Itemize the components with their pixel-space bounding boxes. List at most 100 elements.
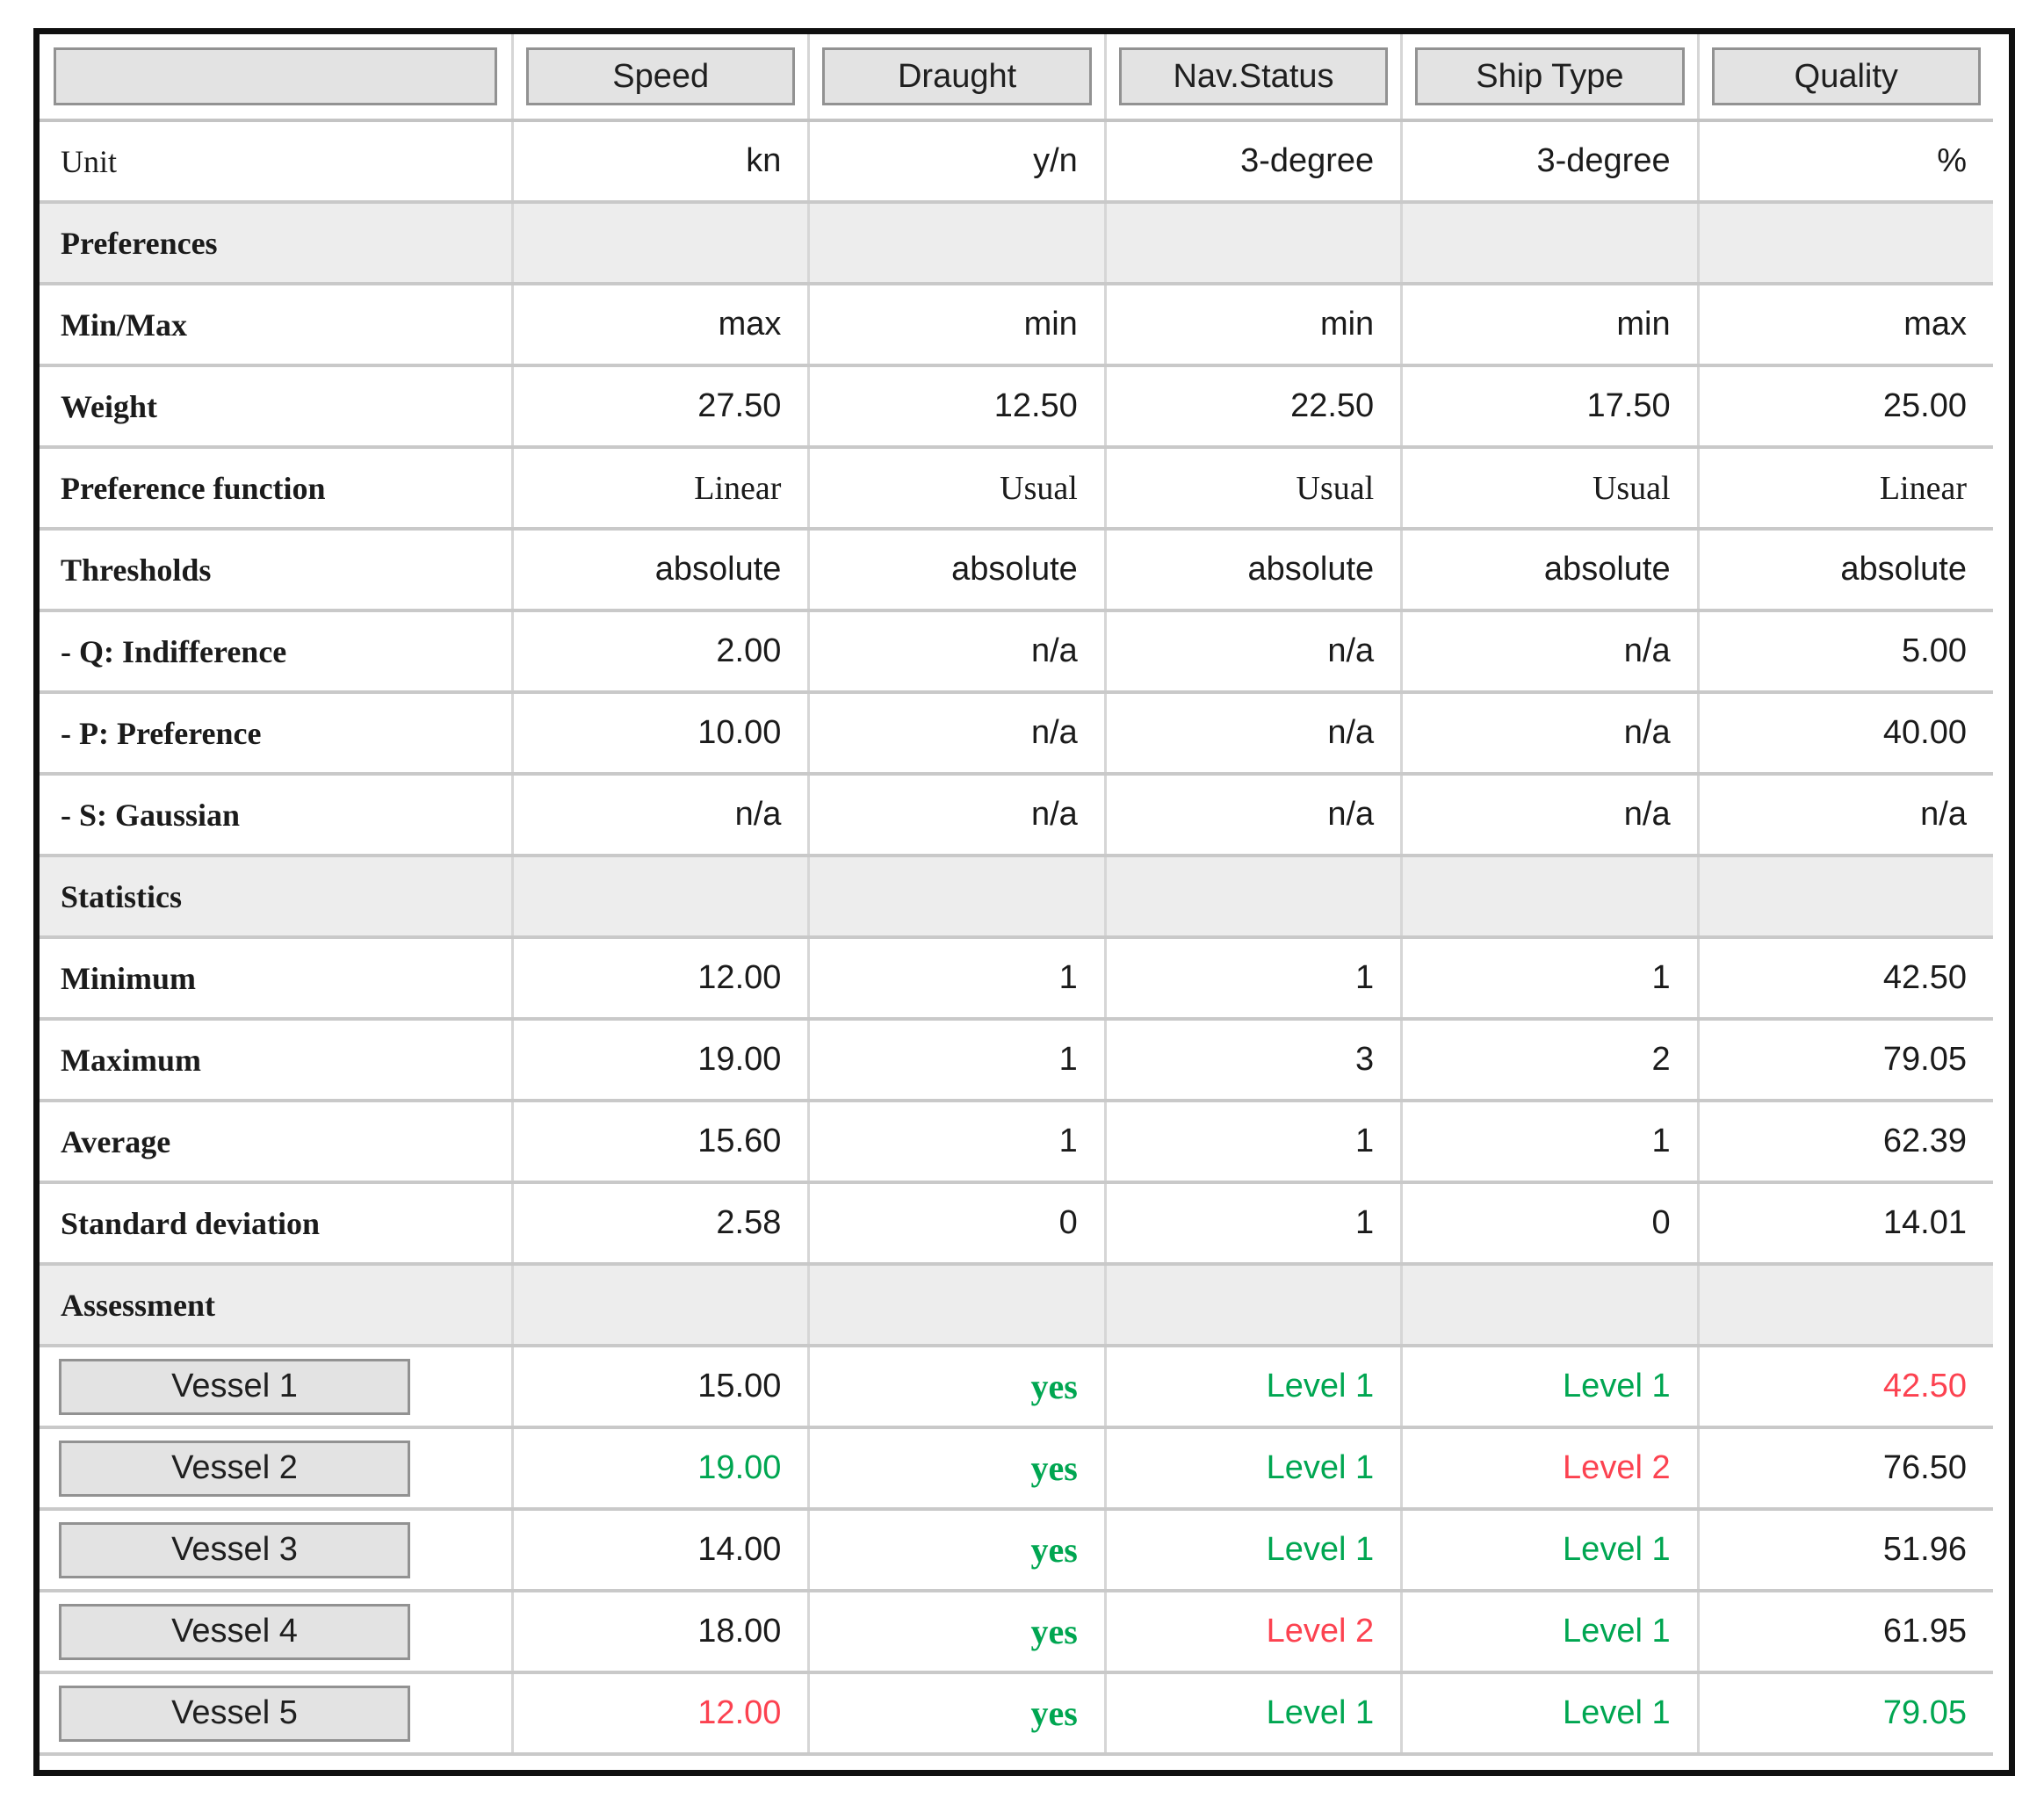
minmax-draught-cell[interactable]: min [807, 285, 1103, 364]
vessel-1-speed-cell[interactable]: 15.00 [511, 1347, 807, 1426]
vessel-2-draught-cell[interactable]: yes [807, 1429, 1103, 1507]
vessel-4-button[interactable]: Vessel 4 [59, 1603, 410, 1660]
row-label-p-preference: - P: Preference [61, 715, 262, 751]
empty-cell [511, 1266, 808, 1344]
unit-nav-status-cell[interactable]: 3-degree [1103, 122, 1400, 200]
unit-draught-cell[interactable]: y/n [807, 122, 1103, 200]
thresholds-quality-cell[interactable]: absolute [1696, 531, 1993, 609]
vessel-3-draught-cell[interactable]: yes [807, 1511, 1103, 1589]
vessel-3-quality-cell[interactable]: 51.96 [1696, 1511, 1993, 1589]
s-nav-status-cell[interactable]: n/a [1103, 776, 1400, 854]
vessel-4-speed-cell[interactable]: 18.00 [511, 1592, 807, 1671]
q-speed-cell[interactable]: 2.00 [511, 612, 807, 690]
vessel-2-speed-cell[interactable]: 19.00 [511, 1429, 807, 1507]
row-vessel-5: Vessel 5 12.00 yes Level 1 Level 1 79.05 [40, 1674, 1993, 1756]
section-row-assessment: Assessment [40, 1266, 1993, 1347]
vessel-5-ship-type-cell[interactable]: Level 1 [1400, 1674, 1696, 1752]
column-header-button-speed[interactable]: Speed [526, 47, 796, 105]
pref-function-quality-cell[interactable]: Linear [1696, 449, 1993, 527]
section-row-preferences: Preferences [40, 204, 1993, 285]
corner-header-button[interactable] [54, 47, 497, 105]
s-quality-cell[interactable]: n/a [1696, 776, 1993, 854]
vessel-1-draught-cell[interactable]: yes [807, 1347, 1103, 1426]
p-ship-type-cell[interactable]: n/a [1400, 694, 1696, 772]
vessel-2-nav-status-cell[interactable]: Level 1 [1103, 1429, 1400, 1507]
weight-ship-type-cell[interactable]: 17.50 [1400, 367, 1696, 445]
vessel-3-ship-type-cell[interactable]: Level 1 [1400, 1511, 1696, 1589]
unit-quality-cell[interactable]: % [1696, 122, 1993, 200]
column-header-button-draught[interactable]: Draught [822, 47, 1092, 105]
q-nav-status-cell[interactable]: n/a [1103, 612, 1400, 690]
vessel-1-quality-cell[interactable]: 42.50 [1696, 1347, 1993, 1426]
empty-cell [1400, 1266, 1697, 1344]
weight-nav-status-cell[interactable]: 22.50 [1103, 367, 1400, 445]
vessel-3-nav-status-cell[interactable]: Level 1 [1103, 1511, 1400, 1589]
vessel-2-cell: Vessel 2 [40, 1429, 511, 1507]
row-label-s-gaussian: - S: Gaussian [61, 797, 241, 833]
vessel-5-quality-cell[interactable]: 79.05 [1696, 1674, 1993, 1752]
q-quality-cell[interactable]: 5.00 [1696, 612, 1993, 690]
pref-function-nav-status-cell[interactable]: Usual [1103, 449, 1400, 527]
unit-ship-type-cell[interactable]: 3-degree [1400, 122, 1696, 200]
vessel-4-ship-type-cell[interactable]: Level 1 [1400, 1592, 1696, 1671]
column-header-button-ship-type[interactable]: Ship Type [1415, 47, 1685, 105]
minmax-ship-type-cell[interactable]: min [1400, 285, 1696, 364]
thresholds-ship-type-cell[interactable]: absolute [1400, 531, 1696, 609]
vessel-1-nav-status-cell[interactable]: Level 1 [1103, 1347, 1400, 1426]
column-header-button-quality[interactable]: Quality [1711, 47, 1981, 105]
p-quality-cell[interactable]: 40.00 [1696, 694, 1993, 772]
vessel-5-button[interactable]: Vessel 5 [59, 1685, 410, 1742]
pref-function-speed-cell[interactable]: Linear [511, 449, 807, 527]
vessel-1-ship-type-cell[interactable]: Level 1 [1400, 1347, 1696, 1426]
q-ship-type-cell[interactable]: n/a [1400, 612, 1696, 690]
thresholds-speed-cell[interactable]: absolute [511, 531, 807, 609]
s-speed-cell[interactable]: n/a [511, 776, 807, 854]
s-draught-cell[interactable]: n/a [807, 776, 1103, 854]
row-label-maximum: Maximum [61, 1042, 201, 1078]
s-ship-type-cell[interactable]: n/a [1400, 776, 1696, 854]
vessel-5-speed-cell[interactable]: 12.00 [511, 1674, 807, 1752]
vessel-4-quality-cell[interactable]: 61.95 [1696, 1592, 1993, 1671]
thresholds-draught-cell[interactable]: absolute [807, 531, 1103, 609]
p-draught-cell[interactable]: n/a [807, 694, 1103, 772]
vessel-2-ship-type-cell[interactable]: Level 2 [1400, 1429, 1696, 1507]
unit-speed-cell[interactable]: kn [511, 122, 807, 200]
minmax-speed-cell[interactable]: max [511, 285, 807, 364]
minmax-nav-status-cell[interactable]: min [1103, 285, 1400, 364]
pref-function-ship-type-cell[interactable]: Usual [1400, 449, 1696, 527]
vessel-5-draught-cell[interactable]: yes [807, 1674, 1103, 1752]
vessel-1-cell: Vessel 1 [40, 1347, 511, 1426]
vessel-4-nav-status-cell[interactable]: Level 2 [1103, 1592, 1400, 1671]
row-min-max: Min/Max max min min min max [40, 285, 1993, 367]
vessel-1-button[interactable]: Vessel 1 [59, 1358, 410, 1415]
thresholds-nav-status-cell[interactable]: absolute [1103, 531, 1400, 609]
average-nav-status-cell: 1 [1103, 1102, 1400, 1181]
stddev-speed-cell: 2.58 [511, 1184, 807, 1262]
vessel-4-draught-cell[interactable]: yes [807, 1592, 1103, 1671]
q-draught-cell[interactable]: n/a [807, 612, 1103, 690]
weight-speed-cell[interactable]: 27.50 [511, 367, 807, 445]
row-label-weight: Weight [61, 388, 158, 424]
p-nav-status-cell[interactable]: n/a [1103, 694, 1400, 772]
empty-cell [1103, 204, 1401, 282]
empty-cell [1696, 857, 1993, 935]
pref-function-draught-cell[interactable]: Usual [807, 449, 1103, 527]
weight-draught-cell[interactable]: 12.50 [807, 367, 1103, 445]
weight-quality-cell[interactable]: 25.00 [1696, 367, 1993, 445]
vessel-2-quality-cell[interactable]: 76.50 [1696, 1429, 1993, 1507]
vessel-3-speed-cell[interactable]: 14.00 [511, 1511, 807, 1589]
stddev-quality-cell: 14.01 [1696, 1184, 1993, 1262]
row-label-min-max: Min/Max [61, 307, 187, 343]
vessel-5-nav-status-cell[interactable]: Level 1 [1103, 1674, 1400, 1752]
maximum-quality-cell: 79.05 [1696, 1021, 1993, 1099]
p-speed-cell[interactable]: 10.00 [511, 694, 807, 772]
row-label-minimum: Minimum [61, 960, 197, 996]
section-label-assessment: Assessment [40, 1266, 511, 1344]
vessel-2-button[interactable]: Vessel 2 [59, 1440, 410, 1497]
column-header-button-nav-status[interactable]: Nav.Status [1118, 47, 1389, 105]
row-minimum: Minimum 12.00 1 1 1 42.50 [40, 939, 1993, 1021]
empty-cell [1103, 1266, 1401, 1344]
row-preference-function: Preference function Linear Usual Usual U… [40, 449, 1993, 531]
vessel-3-button[interactable]: Vessel 3 [59, 1521, 410, 1578]
minmax-quality-cell[interactable]: max [1696, 285, 1993, 364]
